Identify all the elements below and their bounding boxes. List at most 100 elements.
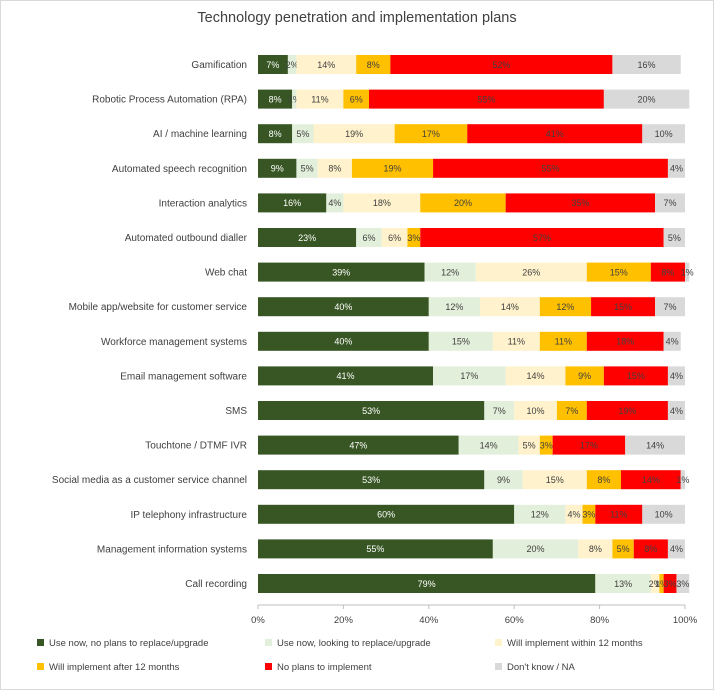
bar-segment — [595, 504, 643, 524]
bar-segment — [484, 470, 523, 490]
data-label: 5% — [668, 233, 681, 243]
bar-segment — [258, 470, 485, 490]
bar-segment — [475, 262, 587, 282]
bar-segment — [258, 401, 485, 420]
data-label: 5% — [523, 440, 536, 450]
bar-segment — [313, 124, 395, 144]
bar-segment — [292, 124, 314, 144]
data-label: 19% — [383, 164, 401, 174]
data-label: 16% — [283, 198, 301, 208]
data-label: 15% — [452, 337, 470, 347]
data-label: 4% — [670, 406, 683, 416]
data-label: 18% — [373, 198, 391, 208]
data-label: 11% — [610, 510, 627, 520]
bar-segment — [680, 470, 685, 490]
bar-segment — [428, 331, 493, 351]
bar-segment — [258, 158, 297, 178]
bar-segment — [667, 539, 685, 559]
data-label: 9% — [578, 371, 591, 381]
bar-segment — [539, 435, 553, 455]
data-label: 23% — [298, 233, 316, 243]
bar-segment — [650, 262, 685, 282]
data-label: 10% — [655, 510, 673, 520]
data-label: 12% — [556, 302, 574, 312]
data-label: 17% — [580, 440, 598, 450]
data-label: 8% — [661, 267, 674, 277]
bar-segment — [458, 435, 519, 455]
bar-segment — [343, 89, 370, 109]
legend-entry: No plans to implement — [277, 662, 372, 673]
category-label: Interaction analytics — [159, 198, 247, 209]
data-label: 3% — [664, 579, 677, 589]
data-label: 4% — [567, 510, 580, 520]
bar-segment — [258, 124, 293, 144]
legend-entry: Use now, no plans to replace/upgrade — [49, 638, 209, 649]
chart-title: Technology penetration and implementatio… — [197, 10, 516, 26]
bar-segment — [586, 470, 621, 490]
bar-segment — [667, 366, 685, 386]
data-label: 8% — [269, 94, 282, 104]
data-label: 11% — [508, 337, 525, 347]
data-label: 15% — [546, 475, 564, 485]
data-label: 8% — [597, 475, 610, 485]
bar-segment — [433, 366, 506, 386]
data-label: 53% — [362, 475, 380, 485]
bar-segment — [258, 297, 429, 317]
bar-segment — [663, 228, 685, 247]
legend-swatch — [37, 663, 44, 670]
category-labels: Gamification Robotic Process Automation (… — [52, 60, 248, 590]
data-label: 16% — [638, 60, 656, 70]
bar-segment — [258, 89, 293, 109]
bar-segment — [296, 89, 344, 109]
data-label: 7% — [493, 406, 506, 416]
legend-entry: Don't know / NA — [507, 662, 575, 673]
data-label: 52% — [492, 60, 510, 70]
x-tick-label: 0% — [251, 615, 265, 626]
category-label: Email management software — [120, 371, 247, 382]
data-label: 5% — [301, 164, 314, 174]
bar-segment — [343, 193, 421, 213]
bar-segment — [356, 228, 382, 247]
bar-segment — [407, 228, 421, 247]
bar-segment — [633, 539, 668, 559]
data-label: 57% — [533, 233, 551, 243]
bars: 7% 2% 14% 8% 52% 16% 8% 1% 11% 6% 55% 20% 8% 5% 19% 17%… — [258, 55, 694, 593]
category-label: SMS — [225, 406, 247, 417]
data-label: 10% — [655, 129, 673, 139]
bar-segment — [492, 539, 579, 559]
x-tick-label: 100% — [673, 615, 698, 626]
data-label: 60% — [377, 510, 395, 520]
data-label: 7% — [664, 198, 677, 208]
bar-segment — [420, 193, 506, 213]
bar-segment — [317, 158, 352, 178]
data-label: 17% — [422, 129, 440, 139]
bar-segment — [258, 331, 429, 351]
category-label: Robotic Process Automation (RPA) — [92, 95, 247, 106]
data-label: 8% — [269, 129, 282, 139]
bar-segment — [420, 228, 664, 247]
data-label: 39% — [332, 267, 350, 277]
legend-swatch — [495, 663, 502, 670]
data-label: 5% — [617, 544, 630, 554]
bar-segment — [539, 331, 587, 351]
bar-segment — [612, 55, 681, 74]
data-label: 7% — [565, 406, 578, 416]
bar-segment — [484, 401, 515, 420]
bar-segment — [287, 55, 297, 74]
bar-segment — [642, 504, 685, 524]
data-label: 20% — [638, 94, 656, 104]
data-label: 5% — [296, 129, 309, 139]
bar-segment — [480, 297, 540, 317]
data-label: 11% — [311, 94, 328, 104]
legend-entry: Will implement within 12 months — [507, 638, 643, 649]
bar-segment — [394, 124, 468, 144]
data-label: 53% — [362, 406, 380, 416]
legend-swatch — [265, 663, 272, 670]
data-label: 4% — [670, 164, 683, 174]
data-label: 8% — [367, 60, 380, 70]
bar-segment — [258, 366, 434, 386]
category-label: Web chat — [205, 268, 247, 279]
category-label: Automated speech recognition — [112, 164, 247, 175]
data-label: 6% — [388, 233, 401, 243]
bar-segment — [625, 435, 685, 455]
